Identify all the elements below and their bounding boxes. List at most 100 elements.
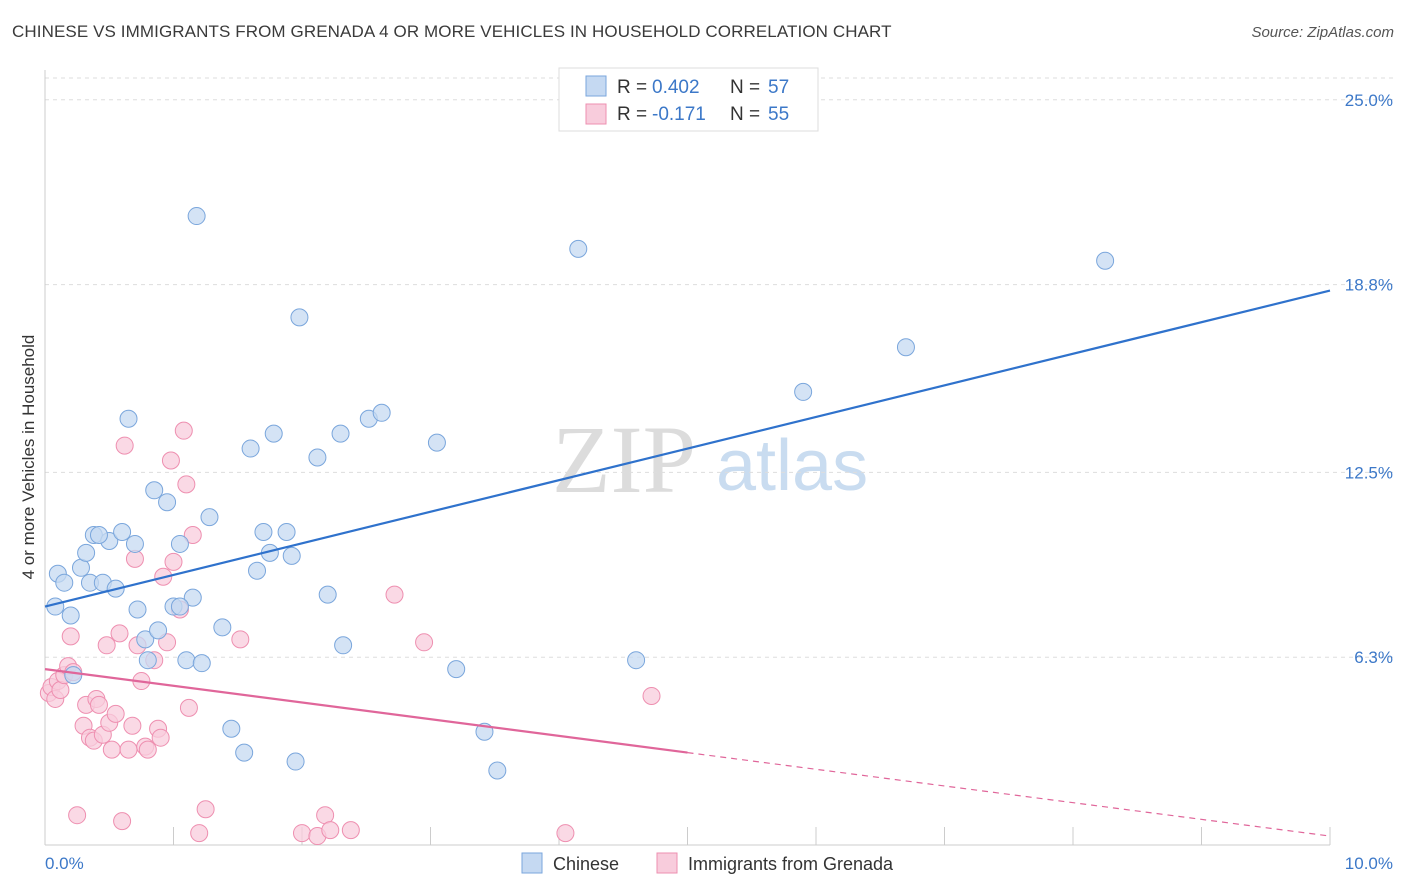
chinese-point xyxy=(372,403,391,422)
grenada-point xyxy=(110,624,129,643)
grid xyxy=(45,77,1393,658)
legend-swatch-chinese xyxy=(585,75,607,97)
y-tick-label: 12.5% xyxy=(1345,463,1393,482)
chinese-trend-line xyxy=(44,289,1331,608)
grenada-point xyxy=(196,800,215,819)
grenada-point xyxy=(115,436,134,455)
grenada-trend-line xyxy=(44,668,688,754)
trend-lines xyxy=(44,289,1331,837)
chinese-point xyxy=(213,618,232,637)
grenada-point xyxy=(179,698,198,717)
chinese-point xyxy=(1096,251,1115,270)
chinese-point xyxy=(896,338,915,357)
chinese-point xyxy=(264,424,283,443)
grenada-point xyxy=(113,812,132,831)
chinese-point xyxy=(187,207,206,226)
chinese-point xyxy=(138,651,157,670)
grenada-point xyxy=(151,728,170,747)
grenada-point xyxy=(164,552,183,571)
chinese-point xyxy=(192,654,211,673)
legend-n-value-grenada: 55 xyxy=(768,104,789,125)
grenada-point xyxy=(106,704,125,723)
bottom-legend-swatch-grenada xyxy=(656,852,678,874)
chinese-point xyxy=(89,526,108,544)
chinese-point xyxy=(64,666,83,685)
bottom-legend-swatch-chinese xyxy=(521,852,543,874)
chinese-point xyxy=(427,433,446,452)
bottom-legend-label-chinese: Chinese xyxy=(553,854,619,874)
chinese-point xyxy=(61,606,80,625)
grenada-point xyxy=(177,475,196,494)
chinese-point xyxy=(170,597,189,616)
grenada-point xyxy=(385,585,404,604)
chinese-point xyxy=(308,448,327,467)
chinese-point xyxy=(282,546,301,565)
chinese-point xyxy=(488,761,507,780)
chinese-point xyxy=(149,621,168,640)
chinese-point xyxy=(627,651,646,670)
grenada-point xyxy=(51,681,70,699)
legend-r-value-grenada: -0.171 xyxy=(652,104,706,125)
y-axis-tick-labels: 6.3% 12.5% 18.8% 25.0% xyxy=(1345,91,1393,667)
chinese-point xyxy=(334,636,353,655)
y-tick-label: 6.3% xyxy=(1354,648,1393,667)
chinese-point xyxy=(254,523,273,542)
chinese-point xyxy=(119,409,138,428)
grenada-trend-line-extension xyxy=(687,752,1331,837)
chinese-point xyxy=(170,534,189,553)
chinese-point xyxy=(794,382,813,401)
grenada-point xyxy=(293,824,311,843)
bottom-legend: Chinese Immigrants from Grenada xyxy=(521,852,894,874)
grenada-point xyxy=(174,421,193,440)
watermark-atlas: atlas xyxy=(716,426,868,506)
grenada-point xyxy=(161,451,180,470)
grenada-point xyxy=(138,740,157,759)
grenada-point xyxy=(341,821,360,840)
x-tick-label-min: 0.0% xyxy=(45,854,84,873)
chinese-point xyxy=(125,534,144,553)
chinese-point xyxy=(113,523,132,542)
legend-r-label-grenada: R = xyxy=(617,104,647,125)
legend-swatch-grenada xyxy=(585,103,607,125)
chinese-point xyxy=(286,752,305,771)
legend-r-label-chinese: R = xyxy=(617,77,647,98)
bottom-legend-label-grenada: Immigrants from Grenada xyxy=(688,854,894,874)
grenada-point xyxy=(231,630,250,649)
watermark: ZIP atlas xyxy=(552,406,868,513)
chinese-point xyxy=(183,588,202,607)
chinese-point xyxy=(241,439,260,458)
grenada-point xyxy=(68,806,87,825)
chinese-point xyxy=(55,573,74,592)
y-axis-label: 4 or more Vehicles in Household xyxy=(19,335,38,580)
legend-n-value-chinese: 57 xyxy=(768,77,789,98)
chinese-point xyxy=(569,239,588,258)
grenada-point xyxy=(190,824,209,843)
grenada-point xyxy=(415,633,434,652)
grenada-point xyxy=(123,716,142,735)
chinese-point xyxy=(128,600,147,619)
legend-n-label-grenada: N = xyxy=(730,104,760,125)
chinese-point xyxy=(158,493,177,512)
chinese-point xyxy=(318,585,337,604)
chinese-point xyxy=(277,523,296,542)
chinese-point xyxy=(235,743,254,762)
chinese-point xyxy=(447,660,466,679)
grenada-point xyxy=(97,636,116,655)
chinese-point xyxy=(136,630,155,649)
source-label: Source: ZipAtlas.com xyxy=(1251,24,1394,41)
chinese-point xyxy=(222,719,241,738)
grenada-point xyxy=(183,526,202,544)
chinese-point xyxy=(177,651,196,670)
chinese-point xyxy=(248,561,267,580)
chinese-point xyxy=(200,508,219,527)
x-axis-ticks xyxy=(44,827,1331,845)
grenada-point xyxy=(556,824,575,843)
grenada-point xyxy=(61,627,80,646)
legend: R = 0.402 N = 57 R = -0.171 N = 55 xyxy=(558,67,819,132)
chinese-points xyxy=(46,207,1115,780)
grenada-point xyxy=(89,695,108,714)
chinese-point xyxy=(331,424,350,443)
chart-title: CHINESE VS IMMIGRANTS FROM GRENADA 4 OR … xyxy=(12,22,892,41)
y-tick-label: 25.0% xyxy=(1345,91,1393,110)
